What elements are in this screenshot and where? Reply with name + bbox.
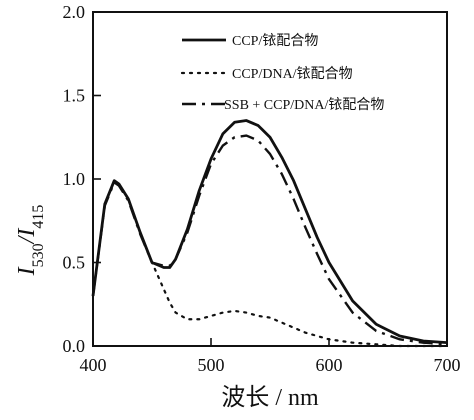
y-axis-label-sub1: 530 [30, 243, 47, 267]
plot-lines [91, 119, 449, 348]
y-tick-label: 0.5 [63, 253, 86, 273]
svg-text:I530/I415: I530/I415 [14, 205, 47, 277]
x-tick-label: 700 [434, 355, 461, 375]
legend-label-1: CCP/铱配合物 [232, 33, 318, 49]
x-axis-label: 波长 / nm [221, 384, 319, 411]
y-axis-label-mid: /I [14, 228, 40, 246]
legend: CCP/铱配合物 CCP/DNA/铱配合物 SSB + CCP/DNA/铱配合物 [180, 33, 384, 113]
series-line-3 [91, 134, 448, 346]
y-ticks: 0.0 0.5 1.0 1.5 2.0 [63, 2, 101, 356]
y-tick-label: 0.0 [63, 336, 86, 356]
x-tick-label: 500 [198, 355, 225, 375]
y-tick-label: 1.5 [63, 86, 86, 106]
y-axis-label-sub2: 415 [30, 205, 47, 229]
y-tick-label: 2.0 [63, 2, 86, 22]
x-tick-label: 400 [80, 355, 107, 375]
x-ticks: 400 500 600 700 [80, 338, 461, 375]
legend-label-3: SSB + CCP/DNA/铱配合物 [224, 97, 384, 113]
y-tick-label: 1.0 [63, 169, 86, 189]
legend-label-2: CCP/DNA/铱配合物 [232, 66, 353, 82]
y-axis-label: I530/I415 [14, 205, 47, 277]
y-axis-label-main: I [14, 266, 40, 276]
x-tick-label: 600 [316, 355, 343, 375]
